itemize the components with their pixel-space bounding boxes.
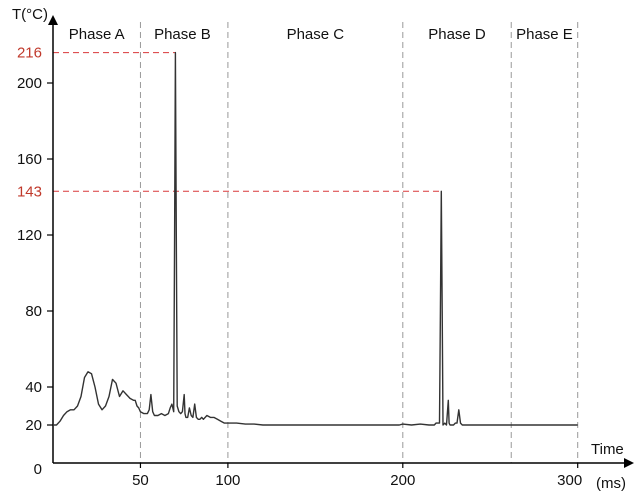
y-tick-label: 160 [17,151,42,168]
x-tick-label: 100 [215,472,240,489]
phase-label: Phase E [516,26,573,43]
data-series [53,51,578,426]
phase-label: Phase C [287,26,345,43]
y-tick-label: 40 [25,379,42,396]
axes [48,15,634,468]
phase-label: Phase D [428,26,486,43]
y-tick-label: 0 [34,461,42,478]
y-axis-title: T(°C) [12,6,48,23]
phase-label: Phase B [154,26,211,43]
x-tick-label: 200 [390,472,415,489]
peak-labels: 216 143 [17,45,42,201]
y-axis-arrow-icon [48,15,58,25]
y-tick-label: 200 [17,75,42,92]
temperature-series-line [53,51,578,426]
x-tick-label: 300 [557,472,582,489]
phase-label: Phase A [69,26,125,43]
x-tick-label: 50 [132,472,149,489]
y-ticks: 0 20 40 80 120 160 200 [17,75,53,478]
peak-value-label: 143 [17,183,42,200]
x-axis-unit: (ms) [596,475,626,491]
phase-labels: Phase A Phase B Phase C Phase D Phase E [69,26,573,43]
x-axis-title: Time [591,441,624,458]
x-ticks: 50 100 200 300 [132,463,582,489]
y-tick-label: 20 [25,417,42,434]
y-tick-label: 80 [25,303,42,320]
reference-lines [53,52,442,192]
y-tick-label: 120 [17,227,42,244]
phase-boundaries [139,22,579,463]
peak-value-label: 216 [17,45,42,62]
x-axis-arrow-icon [624,458,634,468]
